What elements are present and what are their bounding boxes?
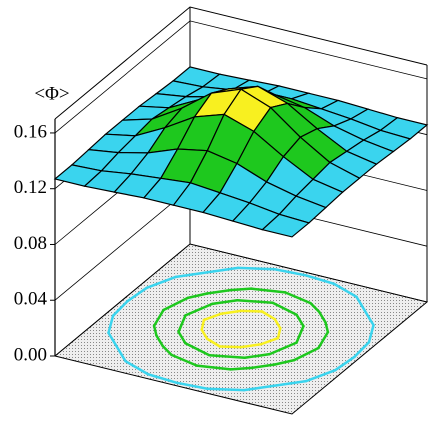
contour-line [258,382,292,390]
contour-line [236,298,274,304]
contour-line [221,266,240,272]
contour-line [273,358,296,366]
contour-line [271,301,298,316]
contour-line [200,328,209,341]
contour-line [200,318,206,331]
contour-line [236,266,276,271]
contour-line [304,368,337,383]
z-tick-label: 0.04 [14,289,48,310]
contour-line [368,316,375,327]
contour-line [190,268,224,276]
contour-line [239,309,264,313]
contour-line [184,342,211,357]
contour-line [309,301,321,314]
contour-line [276,327,282,340]
contour-line [161,344,173,357]
z-tick-label: 0.12 [14,177,47,198]
contour-line [283,291,312,305]
contour-line [177,330,187,345]
contour-line [174,273,193,279]
contour-line [146,373,178,384]
contour-line [145,275,178,290]
contour-line [175,381,209,390]
contour-line [260,310,277,321]
contour-line [273,268,307,277]
contour-line [177,314,187,334]
contour-line [304,274,336,285]
contour-line [243,352,271,360]
contour-line [229,287,253,292]
contour-line [211,298,239,306]
contour-line [205,288,232,295]
contour-line [353,340,371,359]
contour-line [126,286,149,303]
contour-line [324,321,330,334]
contour-line [124,359,150,376]
contour-line [359,302,371,320]
contour-line [162,296,190,312]
contour-line [250,363,277,370]
contour-line [268,341,298,356]
contour-line [202,312,223,322]
z-tick-label: 0.08 [14,233,47,254]
z-tick-label: 0.16 [14,121,47,142]
grid-line [54,243,428,357]
contour-line [229,366,253,371]
contour-line [317,330,330,350]
contour-line [218,345,243,349]
contour-line [120,352,127,363]
contour-line [367,323,375,344]
contour-line [242,386,261,392]
contour-line [186,292,209,300]
contour-line [170,353,199,367]
contour-line [332,282,358,299]
z-tick-label: 0.00 [14,344,47,365]
contour-line [355,295,362,306]
contour-line [206,387,246,392]
contour-line [152,308,165,328]
contour-line [111,299,129,318]
z-axis-label: <Φ> [34,83,69,104]
contour-line [219,309,243,315]
contour-line [239,343,263,349]
contour-line [317,310,327,324]
contour-line [184,302,214,317]
contour-line [292,346,320,362]
contour-line [195,364,232,371]
contour-line [295,324,305,344]
contour-line [208,354,246,360]
contour-line [289,379,308,385]
contour-line [259,336,280,346]
contour-line [107,314,115,335]
grid-line [54,20,428,134]
contour-line [273,317,282,330]
contour-line [111,338,123,356]
contour-line [152,324,158,337]
contour-line [205,337,222,348]
contour-line [295,313,305,328]
contour-line [107,331,114,342]
contour-line [155,334,165,348]
contour-line [333,355,356,372]
surface-patch [261,213,311,238]
contour-line [250,287,287,294]
